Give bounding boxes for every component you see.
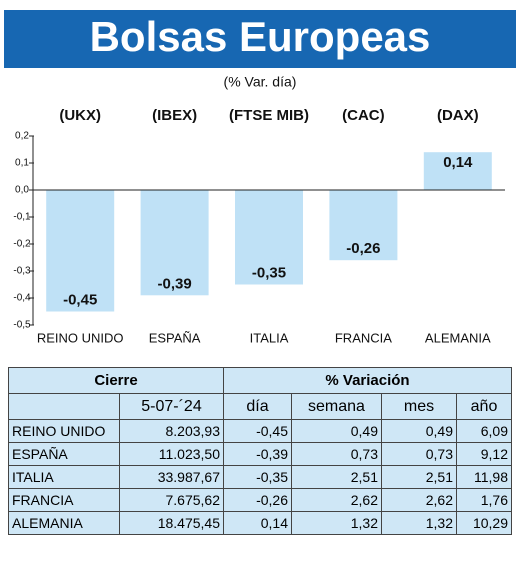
chart-title: Bolsas Europeas [90, 13, 431, 60]
table-cell: 1,32 [291, 511, 382, 535]
table-cell: 2,51 [381, 465, 457, 489]
value-label: -0,26 [346, 240, 380, 257]
subheader-cell: 5-07-´24 [119, 393, 224, 420]
data-table: Cierre % Variación 5-07-´24 día semana m… [8, 367, 512, 535]
table-cell: 6,09 [456, 419, 512, 443]
table-row: FRANCIA 7.675,62 -0,26 2,62 2,62 1,76 [8, 488, 512, 512]
ticker-label: (IBEX) [152, 107, 197, 124]
subheader-cell: año [456, 393, 512, 420]
table-cell: 18.475,45 [119, 511, 224, 535]
bar [329, 190, 398, 261]
table-cell: 0,73 [291, 442, 382, 466]
x-tick-label: ESPAÑA [149, 330, 201, 345]
table-cell: -0,39 [223, 442, 292, 466]
y-tick-label: -0,5 [13, 320, 31, 331]
x-tick-label: FRANCIA [335, 330, 392, 345]
bar [423, 152, 492, 190]
table-cell: 0,49 [291, 419, 382, 443]
ticker-label: (UKX) [59, 107, 101, 124]
table-cell: ITALIA [8, 465, 120, 489]
table-cell: 0,14 [223, 511, 292, 535]
table-cell: 7.675,62 [119, 488, 224, 512]
ticker-label: (FTSE MIB) [229, 107, 309, 124]
table-row: REINO UNIDO 8.203,93 -0,45 0,49 0,49 6,09 [8, 419, 512, 443]
bar [140, 190, 209, 296]
table-row: ALEMANIA 18.475,45 0,14 1,32 1,32 10,29 [8, 511, 512, 535]
table-row: ESPAÑA 11.023,50 -0,39 0,73 0,73 9,12 [8, 442, 512, 466]
table-cell: -0,35 [223, 465, 292, 489]
ticker-label: (DAX) [437, 107, 479, 124]
ticker-label: (CAC) [342, 107, 385, 124]
table-cell: 11,98 [456, 465, 512, 489]
table-cell: 0,73 [381, 442, 457, 466]
y-tick-label: 0,2 [15, 131, 29, 142]
table-cell: 1,32 [381, 511, 457, 535]
value-label: -0,45 [63, 291, 97, 308]
x-tick-label: ITALIA [250, 330, 289, 345]
header-cell: Cierre [8, 367, 224, 394]
bar [235, 190, 303, 285]
header-cell: % Variación [223, 367, 512, 394]
subheader-cell: día [223, 393, 292, 420]
table-cell: 10,29 [456, 511, 512, 535]
subheader-row: 5-07-´24 día semana mes año [8, 393, 512, 420]
y-tick-label: 0,1 [15, 158, 29, 169]
value-label: -0,39 [157, 275, 191, 292]
y-tick-label: -0,2 [13, 239, 31, 250]
subheader-cell: mes [381, 393, 457, 420]
table-cell: FRANCIA [8, 488, 120, 512]
chart: Bolsas Europeas (% Var. día) 0,2 0,1 0,0 -0… [4, 10, 516, 345]
title-banner [4, 10, 516, 68]
table-cell: 0,49 [381, 419, 457, 443]
table-cell: 33.987,67 [119, 465, 224, 489]
chart-subtitle: (% Var. día) [224, 74, 297, 90]
table-cell: ESPAÑA [8, 442, 120, 466]
table-cell: 9,12 [456, 442, 512, 466]
y-tick-label: -0,1 [13, 212, 31, 223]
value-label: 0,14 [443, 154, 473, 171]
subheader-cell: semana [291, 393, 382, 420]
table-cell: 1,76 [456, 488, 512, 512]
bar [46, 190, 115, 312]
header-row: Cierre % Variación [8, 367, 512, 394]
table-cell: 2,62 [291, 488, 382, 512]
y-tick-label: 0,0 [15, 185, 29, 196]
y-tick-label: -0,4 [13, 293, 31, 304]
table-cell: -0,26 [223, 488, 292, 512]
y-tick-label: -0,3 [13, 266, 31, 277]
table-cell: REINO UNIDO [8, 419, 120, 443]
x-tick-label: REINO UNIDO [37, 330, 124, 345]
table-cell: 2,62 [381, 488, 457, 512]
table-row: ITALIA 33.987,67 -0,35 2,51 2,51 11,98 [8, 465, 512, 489]
table-cell: ALEMANIA [8, 511, 120, 535]
table-cell: 8.203,93 [119, 419, 224, 443]
value-label: -0,35 [252, 264, 286, 281]
empty-cell [8, 393, 120, 420]
table-cell: 2,51 [291, 465, 382, 489]
x-tick-label: ALEMANIA [425, 330, 491, 345]
table-cell: 11.023,50 [119, 442, 224, 466]
table-cell: -0,45 [223, 419, 292, 443]
